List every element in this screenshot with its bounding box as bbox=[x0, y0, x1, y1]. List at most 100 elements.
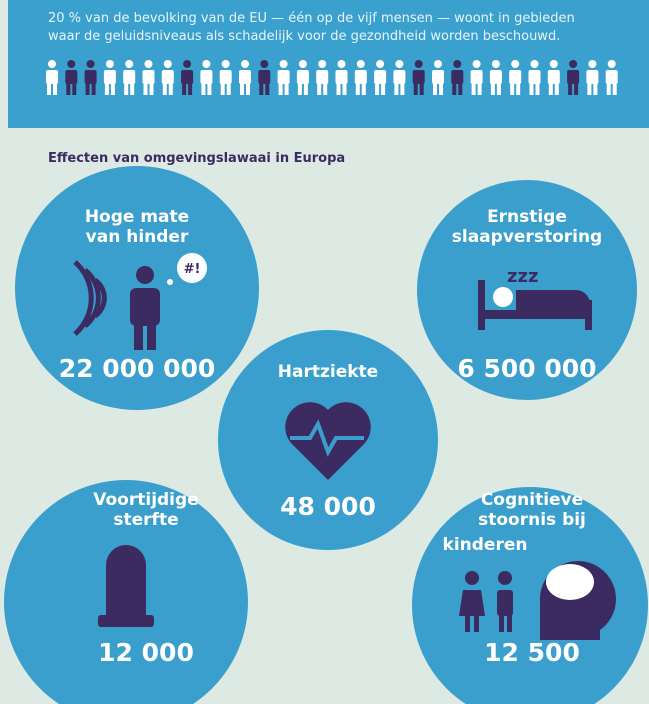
person-head bbox=[221, 60, 230, 68]
person-leg bbox=[375, 83, 380, 95]
person-body bbox=[296, 70, 309, 84]
item-label: Ernstige bbox=[487, 207, 567, 227]
item-label: kinderen bbox=[443, 535, 528, 555]
person-leg bbox=[394, 83, 399, 95]
person-body bbox=[46, 70, 58, 84]
person-leg bbox=[593, 83, 598, 95]
person-leg bbox=[149, 83, 154, 95]
person-body bbox=[432, 70, 444, 84]
person-head bbox=[511, 60, 520, 68]
person-leg bbox=[355, 83, 360, 95]
person-head bbox=[241, 60, 249, 68]
person-leg bbox=[342, 83, 347, 95]
person-body bbox=[277, 70, 290, 84]
person-icon bbox=[412, 60, 425, 95]
person-icon bbox=[393, 60, 406, 95]
person-leg bbox=[303, 83, 308, 95]
person-leg bbox=[66, 83, 71, 95]
person-leg bbox=[53, 83, 57, 95]
person-icon bbox=[509, 60, 522, 95]
person-icon bbox=[84, 60, 97, 95]
person-icon bbox=[547, 60, 560, 95]
person-body bbox=[509, 70, 522, 84]
person-leg bbox=[72, 83, 77, 95]
person-icon bbox=[296, 60, 309, 95]
person-leg bbox=[419, 83, 424, 95]
person-leg bbox=[548, 83, 553, 95]
person-leg bbox=[535, 83, 540, 95]
brain-icon bbox=[459, 561, 616, 640]
people-row bbox=[46, 60, 618, 95]
person-icon bbox=[316, 60, 329, 95]
person-leg bbox=[182, 83, 187, 95]
person-body bbox=[412, 70, 425, 84]
person-leg bbox=[207, 83, 212, 95]
person-body bbox=[586, 70, 599, 84]
person-body bbox=[219, 70, 232, 84]
person-body bbox=[489, 70, 502, 84]
person-icon bbox=[374, 60, 387, 95]
person-leg bbox=[439, 83, 443, 95]
person-head bbox=[491, 60, 500, 68]
person-head bbox=[48, 60, 56, 68]
person-icon bbox=[470, 60, 483, 95]
person-leg bbox=[323, 83, 328, 95]
item-value: 48 000 bbox=[280, 492, 376, 521]
item-value: 12 500 bbox=[484, 638, 580, 667]
person-leg bbox=[188, 83, 193, 95]
item-label: sterfte bbox=[113, 510, 178, 530]
person-head bbox=[472, 60, 481, 68]
person-leg bbox=[606, 83, 611, 95]
person-leg bbox=[554, 83, 559, 95]
item-value: 12 000 bbox=[98, 638, 194, 667]
person-leg bbox=[226, 83, 231, 95]
item-value: 6 500 000 bbox=[457, 354, 596, 383]
person-leg bbox=[297, 83, 302, 95]
person-leg bbox=[516, 83, 521, 95]
person-body bbox=[528, 70, 541, 84]
person-head bbox=[569, 60, 578, 68]
person-leg bbox=[259, 83, 264, 95]
person-body bbox=[374, 70, 387, 84]
person-leg bbox=[452, 83, 457, 95]
person-head bbox=[376, 60, 385, 68]
person-leg bbox=[587, 83, 592, 95]
person-icon bbox=[567, 60, 580, 95]
svg-text:#!: #! bbox=[184, 262, 201, 277]
person-head bbox=[279, 60, 288, 68]
person-body bbox=[316, 70, 329, 84]
person-leg bbox=[47, 83, 51, 95]
person-body bbox=[258, 70, 271, 84]
person-leg bbox=[278, 83, 283, 95]
person-leg bbox=[110, 83, 115, 95]
noise-icon: #! bbox=[73, 253, 207, 350]
person-leg bbox=[91, 83, 96, 95]
grave-icon bbox=[98, 545, 154, 627]
person-icon bbox=[142, 60, 155, 95]
item-label: Voortijdige bbox=[93, 490, 198, 510]
person-head bbox=[67, 60, 76, 68]
person-leg bbox=[104, 83, 109, 95]
person-head bbox=[434, 60, 442, 68]
person-head bbox=[298, 60, 307, 68]
person-head bbox=[202, 60, 211, 68]
person-icon bbox=[161, 60, 174, 95]
person-icon bbox=[277, 60, 290, 95]
person-leg bbox=[162, 83, 167, 95]
person-leg bbox=[612, 83, 617, 95]
heart-icon bbox=[285, 402, 371, 480]
person-body bbox=[123, 70, 136, 84]
person-leg bbox=[201, 83, 206, 95]
person-head bbox=[260, 60, 269, 68]
person-leg bbox=[413, 83, 418, 95]
item-value: 22 000 000 bbox=[59, 354, 216, 383]
person-head bbox=[86, 60, 95, 68]
heading: Effecten van omgevingslawaai in Europa bbox=[48, 151, 345, 166]
person-head bbox=[318, 60, 327, 68]
person-head bbox=[105, 60, 114, 68]
person-leg bbox=[246, 83, 250, 95]
person-body bbox=[181, 70, 194, 84]
circle bbox=[412, 487, 648, 704]
person-leg bbox=[240, 83, 244, 95]
person-body bbox=[239, 70, 251, 84]
